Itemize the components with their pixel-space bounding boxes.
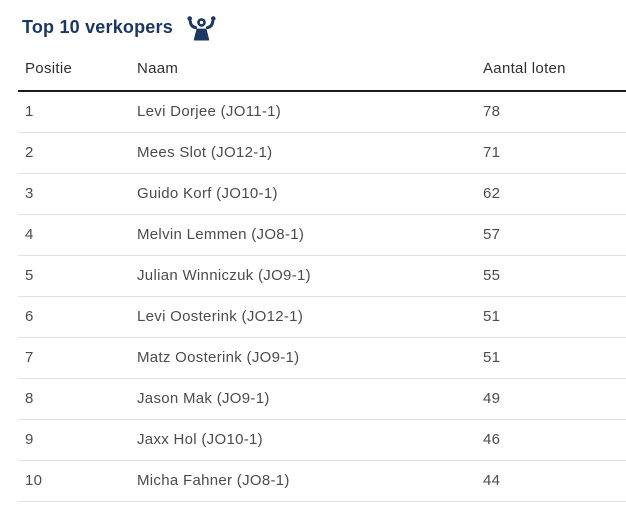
cheering-person-icon [185,14,218,43]
cell-position: 4 [18,214,130,256]
table-row: 5 Julian Winniczuk (JO9-1) 55 [18,255,626,297]
cell-position: 3 [18,173,130,215]
table-row: 10 Micha Fahner (JO8-1) 44 [18,460,626,502]
cell-name: Jason Mak (JO9-1) [130,378,476,420]
table-row: 7 Matz Oosterink (JO9-1) 51 [18,337,626,379]
table-row: 3 Guido Korf (JO10-1) 62 [18,173,626,215]
cell-count: 57 [476,214,626,256]
cell-name: Matz Oosterink (JO9-1) [130,337,476,379]
table-row: 4 Melvin Lemmen (JO8-1) 57 [18,214,626,256]
table-row: 2 Mees Slot (JO12-1) 71 [18,132,626,174]
table-row: 8 Jason Mak (JO9-1) 49 [18,378,626,420]
cell-position: 2 [18,132,130,174]
cell-count: 62 [476,173,626,215]
cell-count: 55 [476,255,626,297]
table-header-row: Positie Naam Aantal loten [18,50,626,92]
column-header-aantal-loten: Aantal loten [476,50,626,92]
cell-name: Micha Fahner (JO8-1) [130,460,476,502]
cell-name: Guido Korf (JO10-1) [130,173,476,215]
cell-position: 10 [18,460,130,502]
cell-name: Levi Dorjee (JO11-1) [130,91,476,133]
cell-position: 5 [18,255,130,297]
cell-name: Julian Winniczuk (JO9-1) [130,255,476,297]
cell-count: 46 [476,419,626,461]
cell-count: 49 [476,378,626,420]
cell-name: Melvin Lemmen (JO8-1) [130,214,476,256]
page-title: Top 10 verkopers [22,17,173,37]
cell-position: 1 [18,91,130,133]
top-sellers-table: Positie Naam Aantal loten 1 Levi Dorjee … [18,50,626,502]
cell-name: Jaxx Hol (JO10-1) [130,419,476,461]
cell-count: 78 [476,91,626,133]
column-header-positie: Positie [18,50,130,92]
table-row: 1 Levi Dorjee (JO11-1) 78 [18,91,626,133]
table-body: 1 Levi Dorjee (JO11-1) 78 2 Mees Slot (J… [18,91,626,502]
cell-position: 8 [18,378,130,420]
table-row: 6 Levi Oosterink (JO12-1) 51 [18,296,626,338]
cell-position: 7 [18,337,130,379]
column-header-naam: Naam [130,50,476,92]
cell-name: Mees Slot (JO12-1) [130,132,476,174]
cell-count: 71 [476,132,626,174]
widget-header: Top 10 verkopers [0,0,626,44]
cell-name: Levi Oosterink (JO12-1) [130,296,476,338]
cell-count: 51 [476,296,626,338]
cell-count: 44 [476,460,626,502]
cell-position: 6 [18,296,130,338]
cell-position: 9 [18,419,130,461]
cell-count: 51 [476,337,626,379]
table-row: 9 Jaxx Hol (JO10-1) 46 [18,419,626,461]
